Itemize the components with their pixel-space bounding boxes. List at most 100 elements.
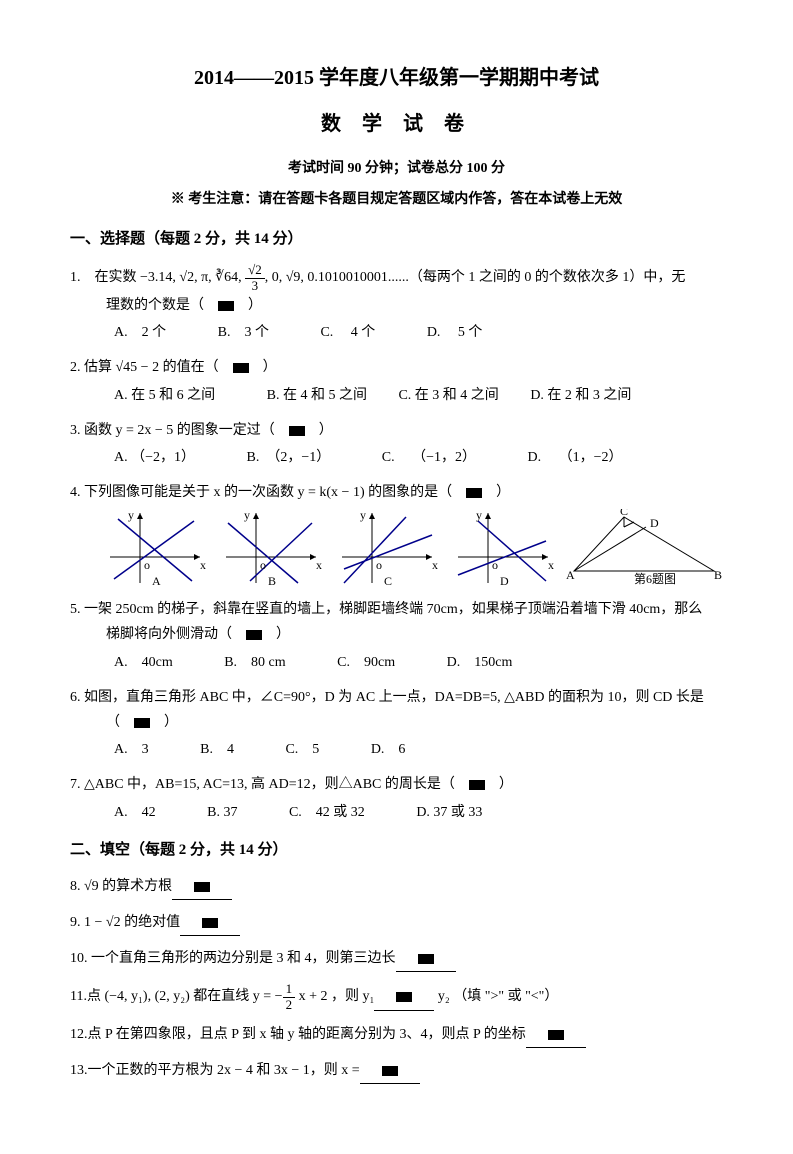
fraction-icon: √23	[245, 263, 265, 293]
svg-text:C: C	[384, 574, 392, 587]
q6-text: 6. 如图，直角三角形 ABC 中，∠C=90°，D 为 AC 上一点，DA=D…	[70, 690, 704, 705]
q1-end: ）	[234, 298, 262, 313]
fraction-icon: 12	[283, 982, 296, 1012]
q6-opt-d: D. 6	[371, 737, 406, 762]
q2-text: 2. 估算 √45 − 2 的值在（	[70, 360, 233, 375]
answer-blank-icon	[289, 426, 305, 436]
q7-opt-a: A. 42	[114, 800, 156, 825]
q5-opt-d: D. 150cm	[447, 650, 513, 675]
q7-text: 7. △ABC 中，AB=15, AC=13, 高 AD=12，则△ABC 的周…	[70, 777, 469, 792]
svg-text:x: x	[432, 558, 438, 572]
answer-blank-icon	[218, 301, 234, 311]
q3-opt-d: D. （1，−2）	[527, 445, 622, 470]
graph-a-icon: o x y A	[100, 509, 210, 587]
svg-text:o: o	[144, 558, 150, 572]
q2-opt-b: B. 在 4 和 5 之间	[267, 383, 367, 408]
svg-text:o: o	[376, 558, 382, 572]
question-9: 9. 1 − √2 的绝对值	[70, 910, 723, 936]
question-8: 8. √9 的算术方根	[70, 874, 723, 900]
q6-end: ）	[150, 715, 178, 730]
q1-opt-a: A. 2 个	[114, 320, 166, 345]
q3-text: 3. 函数 y = 2x − 5 的图象一定过（	[70, 423, 289, 438]
question-1: 1. 在实数 −3.14, √2, π, ∛64, √23, 0, √9, 0.…	[70, 263, 723, 345]
question-11: 11.点 (−4, y₁), (2, y₂) 都在直线 y = −12 x + …	[70, 982, 723, 1012]
svg-text:x: x	[316, 558, 322, 572]
question-7: 7. △ABC 中，AB=15, AC=13, 高 AD=12，则△ABC 的周…	[70, 772, 723, 824]
question-10: 10. 一个直角三角形的两边分别是 3 和 4，则第三边长	[70, 946, 723, 972]
q5-text: 5. 一架 250cm 的梯子，斜靠在竖直的墙上，梯脚距墙终端 70cm，如果梯…	[70, 602, 702, 617]
q6-opt-a: A. 3	[114, 737, 149, 762]
svg-text:y: y	[244, 509, 250, 522]
answer-blank-icon	[202, 918, 218, 928]
q6-opt-c: C. 5	[285, 737, 319, 762]
answer-blank-icon	[466, 488, 482, 498]
svg-text:x: x	[548, 558, 554, 572]
answer-blank-icon	[418, 954, 434, 964]
exam-title: 2014——2015 学年度八年级第一学期期中考试	[70, 60, 723, 96]
fill-blank	[360, 1058, 420, 1084]
answer-blank-icon	[246, 630, 262, 640]
q1-opt-b: B. 3 个	[218, 320, 269, 345]
q3-opt-c: C. （−1，2）	[382, 445, 476, 470]
svg-text:o: o	[260, 558, 266, 572]
question-4: 4. 下列图像可能是关于 x 的一次函数 y = k(x − 1) 的图象的是（…	[70, 480, 723, 587]
graph-c-icon: o x y C	[332, 509, 442, 587]
exam-info: 考试时间 90 分钟；试卷总分 100 分	[70, 156, 723, 181]
q5-opt-c: C. 90cm	[337, 650, 395, 675]
svg-text:第6题图: 第6题图	[634, 572, 676, 586]
answer-blank-icon	[469, 780, 485, 790]
q11-post: x + 2 ，则 y₁	[295, 989, 374, 1004]
q1-text: 1. 在实数 −3.14, √2, π, ∛64,	[70, 270, 245, 285]
fill-blank	[180, 910, 240, 936]
svg-text:B: B	[268, 574, 276, 587]
answer-blank-icon	[233, 363, 249, 373]
triangle-q6-icon: A B C D 第6题图	[564, 509, 724, 587]
svg-text:A: A	[566, 568, 575, 582]
question-2: 2. 估算 √45 − 2 的值在（ ） A. 在 5 和 6 之间 B. 在 …	[70, 355, 723, 407]
q11-pre: 11.点 (−4, y₁), (2, y₂) 都在直线 y = −	[70, 989, 283, 1004]
question-5: 5. 一架 250cm 的梯子，斜靠在竖直的墙上，梯脚距墙终端 70cm，如果梯…	[70, 597, 723, 675]
graph-b-icon: o x y B	[216, 509, 326, 587]
q6-opt-b: B. 4	[200, 737, 234, 762]
fill-blank	[526, 1022, 586, 1048]
section-1-header: 一、选择题（每题 2 分，共 14 分）	[70, 226, 723, 253]
question-12: 12.点 P 在第四象限，且点 P 到 x 轴 y 轴的距离分别为 3、4，则点…	[70, 1022, 723, 1048]
exam-notice: ※ 考生注意：请在答题卡各题目规定答题区域内作答，答在本试卷上无效	[70, 187, 723, 212]
q4-end: ）	[482, 485, 510, 500]
q7-opt-c: C. 42 或 32	[289, 800, 365, 825]
q7-end: ）	[485, 777, 513, 792]
q1-text2: , 0, √9, 0.1010010001......（每两个 1 之间的 0 …	[265, 270, 686, 285]
section-2-header: 二、填空（每题 2 分，共 14 分）	[70, 837, 723, 864]
svg-text:C: C	[620, 509, 628, 518]
q9-text: 9. 1 − √2 的绝对值	[70, 915, 180, 930]
fill-blank	[172, 874, 232, 900]
q3-opt-b: B. （2，−1）	[247, 445, 331, 470]
q5-opt-a: A. 40cm	[114, 650, 173, 675]
question-13: 13.一个正数的平方根为 2x − 4 和 3x − 1，则 x =	[70, 1058, 723, 1084]
q5-line2: 梯脚将向外侧滑动（	[106, 627, 246, 642]
q13-text: 13.一个正数的平方根为 2x − 4 和 3x − 1，则 x =	[70, 1063, 360, 1078]
svg-text:y: y	[476, 509, 482, 522]
q5-end: ）	[262, 627, 290, 642]
svg-text:y: y	[128, 509, 134, 522]
answer-blank-icon	[548, 1030, 564, 1040]
q3-end: ）	[305, 423, 333, 438]
exam-subtitle: 数 学 试 卷	[70, 106, 723, 142]
svg-text:x: x	[200, 558, 206, 572]
q1-opt-c: C. 4 个	[320, 320, 375, 345]
q11-y2: y₂ （填 ">" 或 "<"）	[434, 989, 558, 1004]
fill-blank	[374, 984, 434, 1010]
q7-opt-b: B. 37	[207, 800, 237, 825]
graph-d-icon: o x y D	[448, 509, 558, 587]
q2-opt-d: D. 在 2 和 3 之间	[530, 383, 631, 408]
svg-text:y: y	[360, 509, 366, 522]
q2-end: ）	[249, 360, 277, 375]
answer-blank-icon	[382, 1066, 398, 1076]
q1-opt-d: D. 5 个	[427, 320, 483, 345]
q7-opt-d: D. 37 或 33	[416, 800, 482, 825]
q1-line2: 理数的个数是（	[106, 298, 218, 313]
svg-text:D: D	[500, 574, 509, 587]
q12-text: 12.点 P 在第四象限，且点 P 到 x 轴 y 轴的距离分别为 3、4，则点…	[70, 1027, 526, 1042]
fill-blank	[396, 946, 456, 972]
question-6: 6. 如图，直角三角形 ABC 中，∠C=90°，D 为 AC 上一点，DA=D…	[70, 685, 723, 763]
